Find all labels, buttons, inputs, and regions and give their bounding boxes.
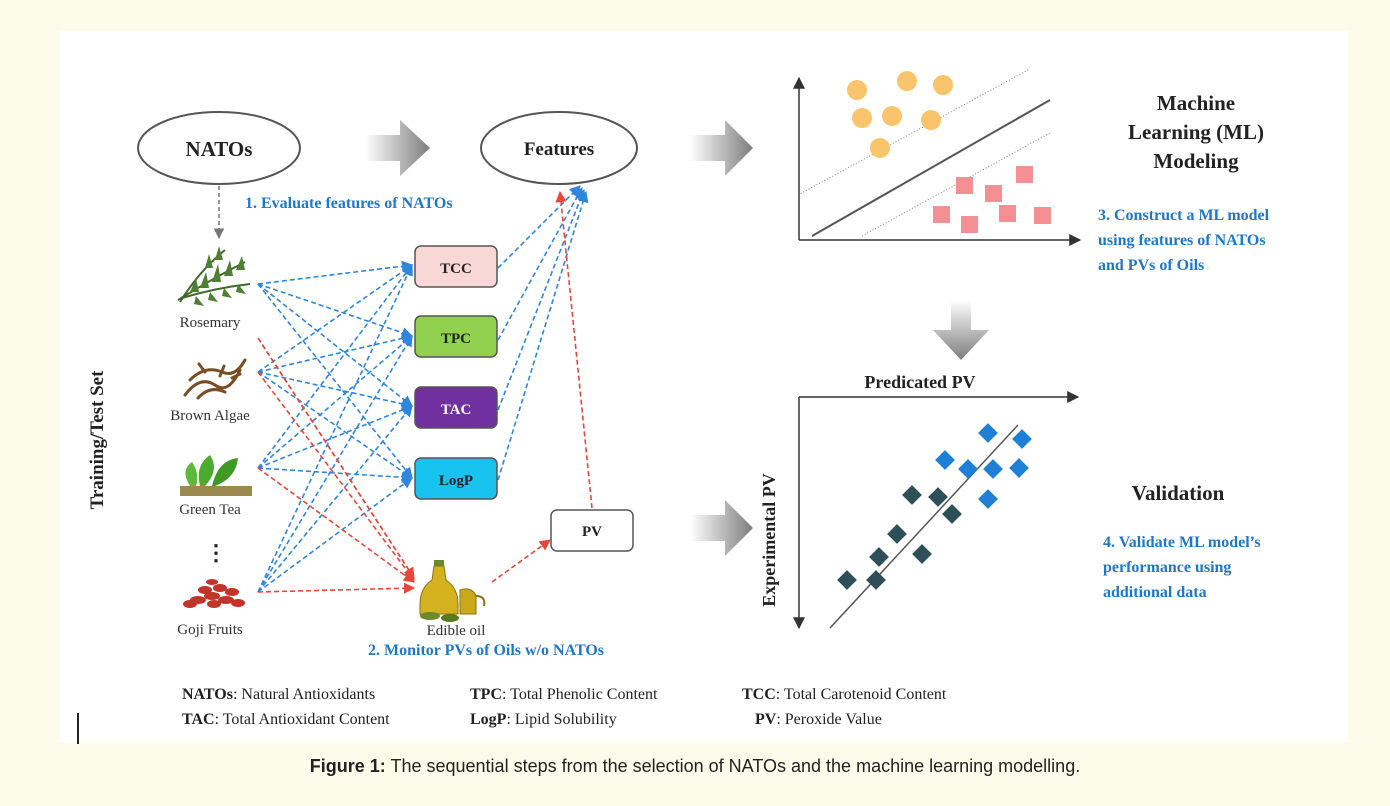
validation-point-new xyxy=(958,459,978,479)
validation-point-train xyxy=(869,547,889,567)
source-feature-links xyxy=(257,260,414,593)
class-b-point xyxy=(1034,207,1051,224)
ml-plot xyxy=(793,69,1082,246)
feature-box-logp: LogP xyxy=(414,457,498,500)
validation-plot xyxy=(793,391,1080,630)
ml-heading-line2: Learning (ML) xyxy=(1128,120,1264,144)
validation-point-new xyxy=(978,489,998,509)
feature-box-tac: TAC xyxy=(414,386,498,429)
validation-point-train xyxy=(866,570,886,590)
source-oil-links xyxy=(257,190,593,594)
feature-box-tpc: TPC xyxy=(414,315,498,358)
pv-label: PV xyxy=(582,524,602,540)
validation-point-new xyxy=(983,459,1003,479)
validation-point-train xyxy=(837,570,857,590)
class-b-point xyxy=(961,216,978,233)
feature-label-logp: LogP xyxy=(439,473,473,489)
rosemary-label: Rosemary xyxy=(180,315,241,331)
step3-line2: using features of NATOs xyxy=(1098,232,1266,249)
step4-line1: 4. Validate ML model’s xyxy=(1103,534,1261,551)
step4-line3: additional data xyxy=(1103,584,1207,601)
legend-entry: TAC: Total Antioxidant Content xyxy=(182,711,390,728)
features-label: Features xyxy=(524,139,594,160)
legend-entry: PV: Peroxide Value xyxy=(755,711,882,728)
step3-line1: 3. Construct a ML model xyxy=(1098,207,1270,224)
abbreviation-legend: NATOs: Natural Antioxidants TPC: Total P… xyxy=(182,686,947,728)
flow-arrow-model-validation xyxy=(933,300,989,360)
validation-point-train xyxy=(912,544,932,564)
text-cursor xyxy=(77,713,79,744)
goji-fruits-label: Goji Fruits xyxy=(177,622,243,638)
predicted-axis-label: Predicated PV xyxy=(864,372,975,392)
features-node xyxy=(480,111,638,185)
class-a-point xyxy=(870,138,890,158)
training-test-set-label: Training/Test Set xyxy=(87,370,108,509)
brown-algae-label: Brown Algae xyxy=(170,408,250,424)
feature-label-tcc: TCC xyxy=(440,261,472,277)
class-b-point xyxy=(933,206,950,223)
natos-label: NATOs xyxy=(186,137,253,161)
fit-line xyxy=(829,424,1019,629)
legend-entry: TPC: Total Phenolic Content xyxy=(470,686,658,703)
class-b-point xyxy=(956,177,973,194)
step3-line3: and PVs of Oils xyxy=(1098,257,1204,274)
caption-label: Figure 1: xyxy=(309,756,386,776)
class-a-point xyxy=(921,110,941,130)
validation-point-new xyxy=(1009,458,1029,478)
validation-point-train xyxy=(887,524,907,544)
green-tea-icon xyxy=(180,455,252,496)
ellipsis-marker: ⋮ xyxy=(205,540,227,565)
class-b-point xyxy=(999,205,1016,222)
class-a-point xyxy=(882,106,902,126)
legend-entry: NATOs: Natural Antioxidants xyxy=(182,686,375,703)
class-a-point xyxy=(933,75,953,95)
validation-point-train xyxy=(928,487,948,507)
flow-arrow-pv-validation xyxy=(690,500,753,556)
class-b-point xyxy=(1016,166,1033,183)
class-a-point xyxy=(847,80,867,100)
goji-fruits-icon xyxy=(183,579,245,608)
brown-algae-icon xyxy=(183,358,247,400)
feature-label-tac: TAC xyxy=(441,402,472,418)
flow-arrow-natos-features xyxy=(365,120,430,176)
natos-node xyxy=(137,111,301,185)
validation-heading: Validation xyxy=(1132,481,1225,505)
ml-heading-line3: Modeling xyxy=(1153,149,1239,173)
rosemary-icon xyxy=(177,246,251,306)
validation-points xyxy=(837,423,1032,590)
validation-point-new xyxy=(935,450,955,470)
figure-caption: Figure 1: The sequential steps from the … xyxy=(0,756,1390,777)
step2-text: 2. Monitor PVs of Oils w/o NATOs xyxy=(368,642,604,659)
edible-oil-icon xyxy=(419,560,486,622)
validation-point-new xyxy=(1012,429,1032,449)
validation-point-train xyxy=(902,485,922,505)
class-a-point xyxy=(852,108,872,128)
caption-text: The sequential steps from the selection … xyxy=(385,756,1081,776)
ml-heading-line1: Machine xyxy=(1157,91,1235,115)
validation-point-train xyxy=(942,504,962,524)
feature-box-tcc: TCC xyxy=(414,245,498,288)
pv-box: PV xyxy=(550,509,634,552)
decision-boundary xyxy=(811,99,1051,237)
green-tea-label: Green Tea xyxy=(179,502,241,518)
legend-entry: TCC: Total Carotenoid Content xyxy=(742,686,947,703)
step4-line2: performance using xyxy=(1103,559,1231,576)
feature-to-features-links xyxy=(497,185,589,481)
class-a-point xyxy=(897,71,917,91)
validation-point-new xyxy=(978,423,998,443)
flow-arrow-features-model xyxy=(690,120,753,176)
class-b-point xyxy=(985,185,1002,202)
feature-label-tpc: TPC xyxy=(441,331,471,347)
step1-text: 1. Evaluate features of NATOs xyxy=(245,195,453,212)
experimental-axis-label: Experimental PV xyxy=(759,473,779,606)
legend-entry: LogP: Lipid Solubility xyxy=(470,711,617,728)
edible-oil-label: Edible oil xyxy=(427,623,486,639)
